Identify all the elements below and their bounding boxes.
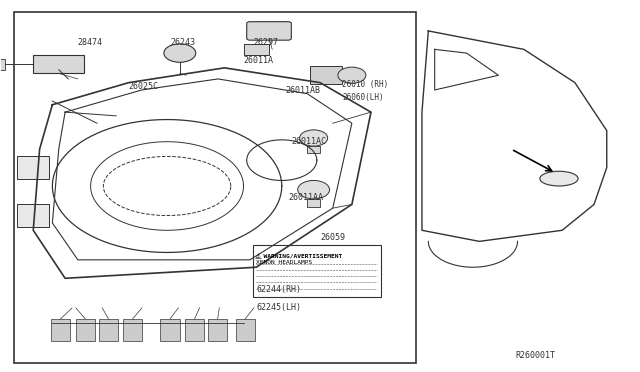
Bar — [76, 319, 95, 341]
Bar — [14, 13, 415, 363]
Text: 26059: 26059 — [320, 233, 345, 242]
Text: 26243: 26243 — [170, 38, 195, 46]
Bar — [307, 146, 320, 153]
FancyBboxPatch shape — [246, 22, 291, 40]
Bar — [17, 205, 49, 227]
Text: 26060(LH): 26060(LH) — [342, 93, 384, 102]
Text: 26025C: 26025C — [129, 82, 159, 91]
Text: 26011AC: 26011AC — [291, 137, 326, 146]
Text: 26011A: 26011A — [244, 56, 273, 65]
Bar — [0, 59, 4, 70]
Text: 26011AA: 26011AA — [288, 193, 323, 202]
Bar — [99, 319, 118, 341]
Circle shape — [300, 130, 328, 146]
Text: 28474: 28474 — [78, 38, 103, 46]
Text: ⚠ WARNING/AVERTISSEMENT: ⚠ WARNING/AVERTISSEMENT — [256, 253, 342, 258]
Circle shape — [338, 67, 366, 83]
Text: R260001T: R260001T — [516, 350, 556, 359]
Ellipse shape — [540, 171, 578, 186]
Text: 26011AB: 26011AB — [285, 86, 320, 94]
Circle shape — [164, 44, 196, 62]
Text: 26297: 26297 — [253, 38, 278, 46]
Bar — [208, 319, 227, 341]
Bar — [51, 319, 70, 341]
Bar — [17, 157, 49, 179]
Bar — [33, 55, 84, 73]
Circle shape — [298, 180, 330, 199]
Bar — [236, 319, 255, 341]
Bar — [310, 66, 342, 84]
Bar — [244, 44, 269, 55]
Bar — [123, 319, 142, 341]
Text: 26010 (RH): 26010 (RH) — [342, 80, 388, 89]
Bar — [307, 199, 320, 207]
Text: XENON HEADLAMPS: XENON HEADLAMPS — [256, 260, 312, 265]
Bar — [161, 319, 180, 341]
Text: 62245(LH): 62245(LH) — [256, 303, 301, 312]
Bar — [185, 319, 204, 341]
Bar — [253, 245, 381, 297]
Text: 62244(RH): 62244(RH) — [256, 285, 301, 294]
Text: ⚠: ⚠ — [255, 252, 262, 261]
